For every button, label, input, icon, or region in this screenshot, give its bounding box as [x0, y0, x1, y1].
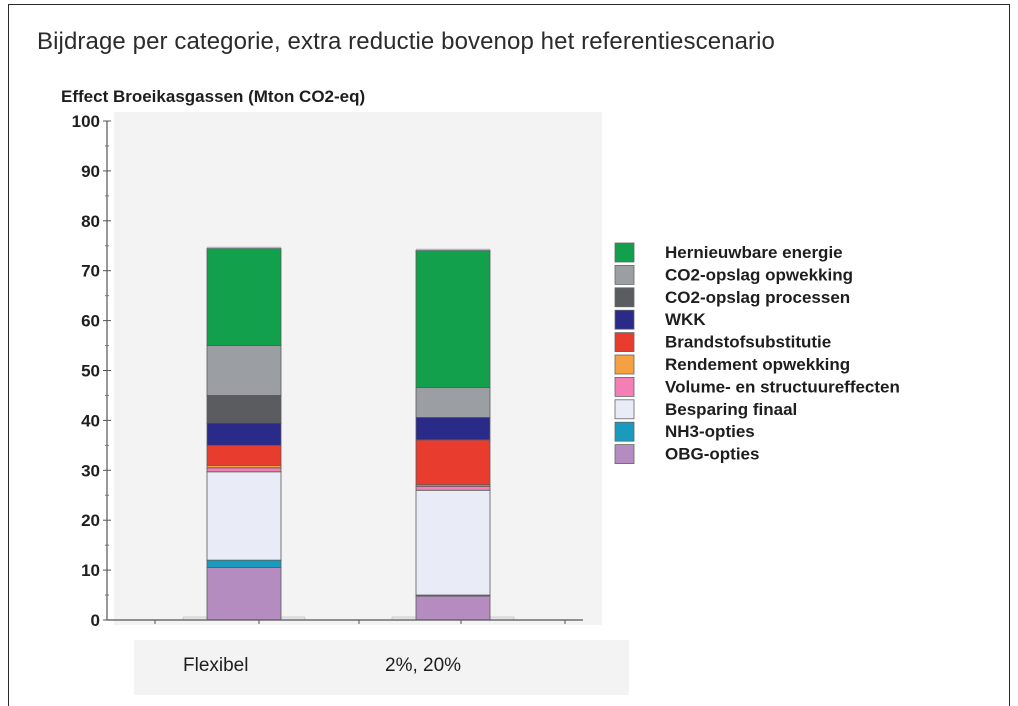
bar-segment-nh3-opties — [206, 559, 282, 569]
y-tick-label: 70 — [81, 262, 100, 281]
bar-segment-hernieuwbare-energie — [415, 249, 491, 388]
legend-label: Volume- en structuureffecten — [665, 377, 900, 396]
y-tick-label: 0 — [91, 611, 100, 630]
chart-title: Bijdrage per categorie, extra reductie b… — [37, 28, 776, 55]
bar-segment-wkk — [415, 417, 491, 441]
y-axis-label: Effect Broeikasgassen (Mton CO2-eq) — [61, 87, 366, 106]
legend-swatch — [614, 376, 635, 397]
legend-item-volume-en-structuureffecten: Volume- en structuureffecten — [614, 376, 900, 397]
legend-label: NH3-opties — [665, 422, 755, 441]
y-tick-label: 10 — [81, 561, 100, 580]
bar-top-cap — [416, 248, 490, 251]
legend-swatch — [614, 399, 635, 420]
bar-segment-brandstofsubstitutie — [415, 439, 491, 486]
bar-segment-hernieuwbare-energie — [206, 247, 282, 346]
bar-segment-volume-en-structuureffecten — [415, 485, 491, 491]
plot-area-background — [114, 112, 602, 625]
bar-segment-volume-en-structuureffecten — [206, 467, 282, 473]
bar-segment-besparing-finaal — [206, 471, 282, 561]
legend-swatch — [614, 332, 635, 353]
category-label-flexibel: Flexibel — [183, 655, 249, 676]
y-tick-label: 50 — [81, 362, 100, 381]
legend-label: Besparing finaal — [665, 400, 797, 419]
legend-label: CO2-opslag processen — [665, 288, 850, 307]
y-tick-label: 30 — [81, 461, 100, 480]
bar-segment-obg-opties — [415, 595, 491, 621]
legend-item-wkk: WKK — [614, 309, 706, 330]
legend-label: OBG-opties — [665, 445, 759, 464]
legend-swatch — [614, 309, 635, 330]
legend-item-rendement-opwekking: Rendement opwekking — [614, 354, 850, 375]
legend-label: WKK — [665, 310, 706, 329]
legend-label: CO2-opslag opwekking — [665, 265, 853, 284]
bar-stack-flexibel — [206, 246, 282, 621]
legend-swatch — [614, 242, 635, 263]
legend-item-co2-opslag-processen: CO2-opslag processen — [614, 287, 850, 308]
legend-item-co2-opslag-opwekking: CO2-opslag opwekking — [614, 264, 853, 285]
bar-stack-2-20 — [415, 248, 491, 621]
bar-segment-wkk — [206, 422, 282, 446]
legend-swatch — [614, 264, 635, 285]
legend-swatch — [614, 354, 635, 375]
legend-item-besparing-finaal: Besparing finaal — [614, 399, 797, 420]
legend-item-nh3-opties: NH3-opties — [614, 421, 755, 442]
legend-swatch — [614, 421, 635, 442]
bar-segment-brandstofsubstitutie — [206, 444, 282, 466]
legend-swatch — [614, 444, 635, 465]
chart-frame — [8, 4, 1010, 706]
y-tick-label: 20 — [81, 511, 100, 530]
y-tick-label: 80 — [81, 212, 100, 231]
y-tick-label: 90 — [81, 162, 100, 181]
legend-label: Hernieuwbare energie — [665, 243, 843, 262]
legend-swatch — [614, 287, 635, 308]
bar-segment-co2-opslag-opwekking — [206, 345, 282, 396]
legend-item-brandstofsubstitutie: Brandstofsubstitutie — [614, 332, 831, 353]
legend-item-hernieuwbare-energie: Hernieuwbare energie — [614, 242, 843, 263]
y-tick-label: 100 — [72, 112, 100, 131]
y-tick-label: 40 — [81, 411, 100, 430]
bar-segment-co2-opslag-opwekking — [415, 387, 491, 418]
bar-segment-besparing-finaal — [415, 489, 491, 596]
bar-segment-obg-opties — [206, 567, 282, 621]
y-tick-label: 60 — [81, 312, 100, 331]
category-label-background — [134, 640, 629, 695]
legend-item-obg-opties: OBG-opties — [614, 444, 759, 465]
bar-segment-co2-opslag-processen — [206, 395, 282, 424]
legend-label: Rendement opwekking — [665, 355, 850, 374]
category-label-2pct-20pct: 2%, 20% — [385, 655, 462, 676]
legend-label: Brandstofsubstitutie — [665, 333, 831, 352]
bar-top-cap — [207, 246, 281, 249]
